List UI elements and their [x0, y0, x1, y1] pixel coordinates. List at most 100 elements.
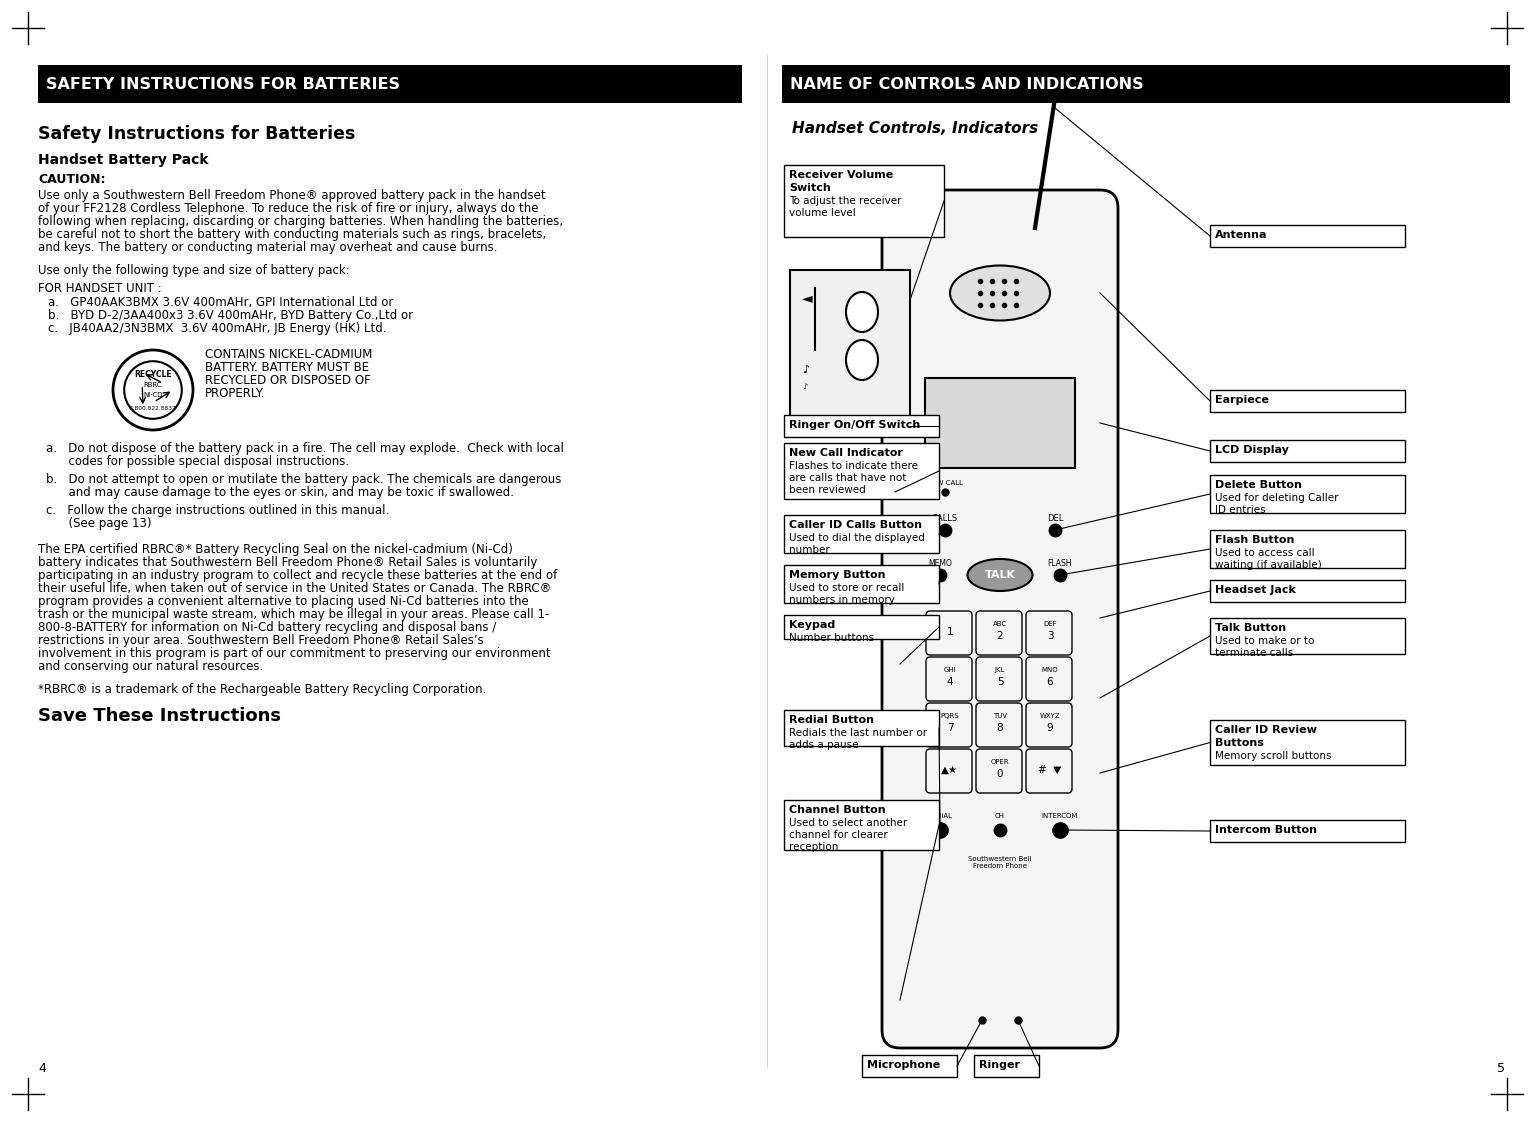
Text: GHI: GHI [944, 666, 956, 673]
Text: been reviewed: been reviewed [789, 485, 866, 495]
Bar [1210, 390, 1405, 412]
Text: 4: 4 [947, 677, 953, 687]
Text: FLASH: FLASH [1048, 559, 1073, 568]
Text: 7: 7 [947, 723, 953, 733]
Text: and conserving our natural resources.: and conserving our natural resources. [38, 660, 262, 673]
Text: Microphone: Microphone [867, 1060, 941, 1070]
Text: trash or the municipal waste stream, which may be illegal in your areas. Please : trash or the municipal waste stream, whi… [38, 608, 550, 620]
Text: CALLS: CALLS [932, 514, 958, 523]
Text: OPER: OPER [990, 758, 1010, 765]
Bar [784, 800, 939, 850]
Text: of your FF2128 Cordless Telephone. To reduce the risk of fire or injury, always : of your FF2128 Cordless Telephone. To re… [38, 202, 539, 215]
Bar [863, 1055, 956, 1077]
Text: their useful life, when taken out of service in the United States or Canada. The: their useful life, when taken out of ser… [38, 582, 551, 595]
Text: ♪: ♪ [801, 365, 809, 375]
Text: Flashes to indicate there: Flashes to indicate there [789, 461, 918, 471]
Text: following when replacing, discarding or charging batteries. When handling the ba: following when replacing, discarding or … [38, 215, 563, 228]
Text: Caller ID Calls Button: Caller ID Calls Button [789, 519, 923, 530]
Text: JKL: JKL [995, 666, 1005, 673]
Bar [1210, 530, 1405, 568]
Text: CAUTION:: CAUTION: [38, 173, 106, 186]
Text: 2: 2 [996, 631, 1004, 641]
Text: reception: reception [789, 842, 838, 852]
Text: RECYCLE: RECYCLE [134, 369, 172, 378]
Text: battery indicates that Southwestern Bell Freedom Phone® Retail Sales is voluntar: battery indicates that Southwestern Bell… [38, 557, 537, 569]
Text: PQRS: PQRS [941, 712, 959, 719]
Text: CH: CH [995, 813, 1005, 819]
Bar [784, 615, 939, 640]
Text: REDIAL: REDIAL [927, 813, 953, 819]
Text: Used to store or recall: Used to store or recall [789, 583, 904, 594]
Text: b.   Do not attempt to open or mutilate the battery pack. The chemicals are dang: b. Do not attempt to open or mutilate th… [46, 473, 562, 486]
Text: RBRC: RBRC [144, 381, 163, 388]
Text: The EPA certified RBRC®* Battery Recycling Seal on the nickel-cadmium (Ni-Cd): The EPA certified RBRC®* Battery Recycli… [38, 543, 513, 557]
Text: Buttons: Buttons [1216, 738, 1263, 748]
Text: 8: 8 [996, 723, 1004, 733]
Ellipse shape [950, 266, 1050, 321]
Bar [791, 270, 910, 420]
Text: #  ▼: # ▼ [1038, 765, 1062, 775]
Text: Channel Button: Channel Button [789, 804, 886, 815]
Text: DEF: DEF [1044, 620, 1056, 627]
Text: ◄: ◄ [801, 291, 812, 305]
Bar [784, 415, 939, 436]
Text: WXYZ: WXYZ [1039, 712, 1061, 719]
Text: CONTAINS NICKEL-CADMIUM: CONTAINS NICKEL-CADMIUM [206, 348, 373, 361]
Text: Keypad: Keypad [789, 620, 835, 629]
Text: PROPERLY.: PROPERLY. [206, 387, 266, 401]
Text: and may cause damage to the eyes or skin, and may be toxic if swallowed.: and may cause damage to the eyes or skin… [46, 486, 514, 499]
Text: Ringer: Ringer [979, 1060, 1019, 1070]
Text: b.   BYD D-2/3AA400x3 3.6V 400mAHr, BYD Battery Co.,Ltd or: b. BYD D-2/3AA400x3 3.6V 400mAHr, BYD Ba… [48, 309, 413, 322]
Bar [781, 65, 1510, 103]
Text: NAME OF CONTROLS AND INDICATIONS: NAME OF CONTROLS AND INDICATIONS [791, 76, 1144, 92]
Text: channel for clearer: channel for clearer [789, 830, 887, 840]
Bar [784, 515, 939, 553]
Text: waiting (if available): waiting (if available) [1216, 560, 1322, 570]
Text: Used to dial the displayed: Used to dial the displayed [789, 533, 926, 543]
Text: NI·CD: NI·CD [143, 392, 163, 398]
Bar [1210, 475, 1405, 513]
Text: terminate calls: terminate calls [1216, 649, 1294, 657]
Text: Ringer On/Off Switch: Ringer On/Off Switch [789, 420, 921, 430]
Text: c.   Follow the charge instructions outlined in this manual.: c. Follow the charge instructions outlin… [46, 504, 390, 517]
Text: ID entries: ID entries [1216, 505, 1266, 515]
Text: Memory scroll buttons: Memory scroll buttons [1216, 751, 1331, 761]
Text: Flash Button: Flash Button [1216, 535, 1294, 545]
Text: 1: 1 [947, 627, 953, 637]
FancyBboxPatch shape [883, 190, 1117, 1048]
Bar [1210, 720, 1405, 765]
Text: ABC: ABC [993, 620, 1007, 627]
Text: 4: 4 [38, 1063, 46, 1075]
Text: Number buttons: Number buttons [789, 633, 873, 643]
Text: Switch: Switch [789, 183, 830, 193]
Text: Used for deleting Caller: Used for deleting Caller [1216, 493, 1339, 503]
Text: RECYCLED OR DISPOSED OF: RECYCLED OR DISPOSED OF [206, 374, 371, 387]
Text: Southwestern Bell
Freedom Phone: Southwestern Bell Freedom Phone [969, 856, 1032, 870]
Text: Handset Controls, Indicators: Handset Controls, Indicators [792, 121, 1038, 136]
Bar [1210, 580, 1405, 603]
Text: 0: 0 [996, 769, 1004, 779]
Text: Used to make or to: Used to make or to [1216, 636, 1314, 646]
Text: Safety Instructions for Batteries: Safety Instructions for Batteries [38, 125, 356, 142]
Text: participating in an industry program to collect and recycle these batteries at t: participating in an industry program to … [38, 569, 557, 582]
Text: LCD Display: LCD Display [1216, 445, 1289, 456]
Bar [784, 565, 939, 603]
Bar [1210, 618, 1405, 654]
Text: Handset Battery Pack: Handset Battery Pack [38, 153, 209, 167]
Text: involvement in this program is part of our commitment to preserving our environm: involvement in this program is part of o… [38, 647, 551, 660]
Text: restrictions in your area. Southwestern Bell Freedom Phone® Retail Sales’s: restrictions in your area. Southwestern … [38, 634, 484, 647]
Text: Intercom Button: Intercom Button [1216, 825, 1317, 835]
Text: are calls that have not: are calls that have not [789, 473, 906, 482]
Text: *RBRC® is a trademark of the Rechargeable Battery Recycling Corporation.: *RBRC® is a trademark of the Rechargeabl… [38, 683, 487, 696]
Ellipse shape [846, 292, 878, 332]
Text: Used to select another: Used to select another [789, 818, 907, 828]
Text: Redials the last number or: Redials the last number or [789, 728, 927, 738]
Bar [1210, 820, 1405, 842]
Text: 3: 3 [1047, 631, 1053, 641]
Text: Use only a Southwestern Bell Freedom Phone® approved battery pack in the handset: Use only a Southwestern Bell Freedom Pho… [38, 188, 545, 202]
Bar [1210, 440, 1405, 462]
Text: program provides a convenient alternative to placing used Ni-Cd batteries into t: program provides a convenient alternativ… [38, 595, 528, 608]
Text: c.   JB40AA2/3N3BMX  3.6V 400mAHr, JB Energy (HK) Ltd.: c. JB40AA2/3N3BMX 3.6V 400mAHr, JB Energ… [48, 322, 387, 335]
Bar [784, 443, 939, 499]
Text: DEL: DEL [1047, 514, 1064, 523]
